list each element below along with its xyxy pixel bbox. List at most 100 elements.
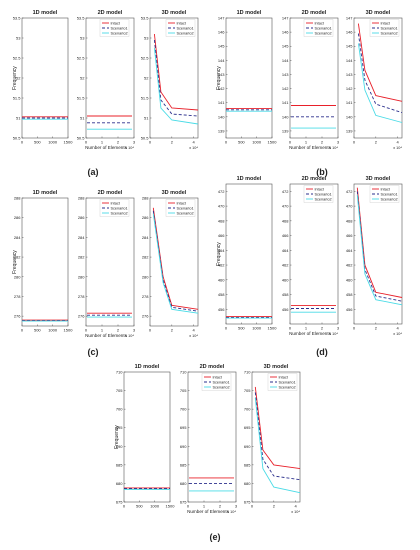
subplot-frame	[123, 371, 171, 503]
y-axis-label: Frequency	[12, 66, 18, 90]
subplot-title: 2D model	[200, 364, 225, 370]
x-exponent-label: x 10⁴	[393, 146, 402, 150]
series-line-scenario2	[254, 397, 301, 494]
x-tick-label: 0	[85, 328, 88, 333]
x-tick-label: 500	[136, 504, 143, 509]
subplot-frame	[289, 183, 339, 325]
y-tick-label: 278	[14, 294, 21, 299]
legend-label: Intact	[381, 187, 391, 191]
series-line-scenario1	[357, 33, 403, 114]
subplot-title: 1D model	[33, 190, 58, 196]
y-tick-label: 675	[244, 500, 251, 505]
y-tick-label: 139	[346, 128, 353, 133]
x-tick-label: 1500	[64, 140, 74, 145]
y-tick-label: 53.5	[77, 16, 86, 21]
subplot-frame	[251, 371, 301, 503]
y-tick-label: 286	[14, 215, 21, 220]
y-tick-label: 51	[16, 116, 21, 121]
legend-label: Intact	[315, 21, 325, 25]
x-tick-label: 1	[305, 140, 308, 145]
x-tick-label: 1500	[268, 140, 278, 145]
subplot-frame	[289, 17, 339, 139]
legend-box	[99, 199, 130, 217]
series-line-scenario2	[356, 195, 403, 306]
legend-box	[165, 19, 196, 37]
y-tick-label: 286	[78, 215, 85, 220]
legend-label: Scenario2	[381, 197, 398, 201]
y-tick-label: 690	[180, 444, 187, 449]
y-tick-label: 50.5	[13, 136, 22, 141]
y-tick-label: 685	[180, 462, 187, 467]
legend-label: Scenario1	[213, 380, 230, 384]
y-tick-label: 700	[180, 407, 187, 412]
x-tick-label: 2	[273, 504, 276, 509]
legend-label: Scenario2	[177, 211, 194, 215]
x-axis-label: Number of Elements	[289, 145, 332, 150]
x-exponent-label: x 10⁴	[125, 334, 134, 338]
x-exponent-label: x 10⁴	[125, 146, 134, 150]
y-tick-label: 458	[218, 292, 225, 297]
x-tick-label: 500	[238, 140, 245, 145]
y-tick-label: 52	[144, 76, 149, 81]
x-axis-label: Number of Elements	[187, 509, 230, 514]
subplot-title: 1D model	[237, 176, 262, 182]
legend-label: Intact	[213, 375, 223, 379]
y-tick-label: 143	[282, 72, 289, 77]
subplot-title: 3D model	[366, 176, 391, 182]
legend-label: Scenario1	[111, 26, 128, 30]
legend-label: Intact	[111, 21, 121, 25]
y-tick-label: 146	[346, 30, 353, 35]
y-tick-label: 462	[346, 263, 353, 268]
subplot-title: 2D model	[98, 190, 123, 196]
series-line-intact	[254, 386, 301, 470]
subplot-frame	[225, 183, 273, 325]
y-tick-label: 52.5	[13, 56, 22, 61]
legend-label: Intact	[177, 21, 187, 25]
x-tick-label: 1500	[166, 504, 176, 509]
x-axis-label: Number of Elements	[85, 333, 128, 338]
y-tick-label: 147	[282, 16, 289, 21]
panel-label: (c)	[88, 347, 99, 357]
x-tick-label: 2	[321, 326, 324, 331]
y-tick-label: 282	[14, 255, 21, 260]
y-tick-label: 456	[282, 307, 289, 312]
y-tick-label: 680	[180, 481, 187, 486]
y-tick-label: 52.5	[141, 56, 150, 61]
x-tick-label: 2	[117, 140, 120, 145]
y-tick-label: 468	[346, 218, 353, 223]
legend-box	[369, 19, 400, 37]
subplot-title: 1D model	[33, 10, 58, 16]
series-line-scenario2	[357, 43, 403, 123]
y-tick-label: 458	[346, 292, 353, 297]
legend-box	[303, 185, 334, 203]
y-tick-label: 705	[180, 388, 187, 393]
x-tick-label: 0	[289, 326, 292, 331]
legend-label: Scenario1	[315, 26, 332, 30]
y-tick-label: 695	[116, 425, 123, 430]
x-exponent-label: x 10⁴	[291, 510, 300, 514]
y-tick-label: 52	[80, 76, 85, 81]
subplot-frame	[353, 17, 403, 139]
subplot-title: 3D model	[366, 10, 391, 16]
x-tick-label: 1000	[252, 326, 262, 331]
y-tick-label: 147	[346, 16, 353, 21]
x-tick-label: 3	[235, 504, 238, 509]
y-tick-label: 466	[282, 233, 289, 238]
y-tick-label: 470	[282, 204, 289, 209]
x-tick-label: 2	[375, 140, 378, 145]
y-tick-label: 145	[346, 44, 353, 49]
legend-label: Intact	[315, 187, 325, 191]
subplot-title: 2D model	[98, 10, 123, 16]
y-tick-label: 53	[144, 36, 149, 41]
subplot-title: 3D model	[264, 364, 289, 370]
y-axis-label: Frequency	[216, 242, 222, 266]
x-tick-label: 0	[21, 328, 24, 333]
x-exponent-label: x 10⁴	[189, 334, 198, 338]
x-tick-label: 2	[117, 328, 120, 333]
legend-label: Scenario2	[279, 385, 296, 389]
y-tick-label: 53	[80, 36, 85, 41]
legend-box	[165, 199, 196, 217]
y-tick-label: 472	[282, 189, 289, 194]
x-tick-label: 2	[171, 328, 174, 333]
